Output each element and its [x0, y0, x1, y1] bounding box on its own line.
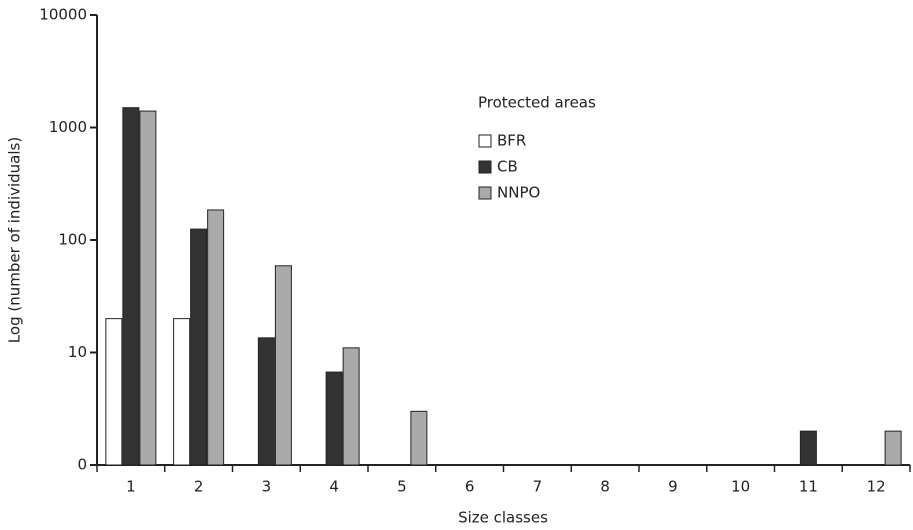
x-tick-label: 7	[533, 478, 543, 496]
y-tick-label: 10000	[39, 6, 87, 24]
bar	[257, 337, 275, 466]
bar	[105, 318, 123, 466]
legend-swatch	[478, 160, 492, 174]
y-tick-label: 10	[68, 343, 87, 361]
y-tick-label: 0	[77, 456, 87, 474]
legend-swatch	[478, 186, 492, 200]
y-tick-label: 100	[58, 231, 87, 249]
legend-title: Protected areas	[478, 94, 596, 112]
bar	[274, 265, 292, 466]
bar	[884, 430, 902, 466]
legend-label: BFR	[497, 132, 526, 150]
x-tick-label: 12	[867, 478, 886, 496]
x-tick-label: 8	[600, 478, 610, 496]
bar	[190, 228, 208, 466]
x-tick-label: 11	[799, 478, 818, 496]
bar	[173, 318, 191, 466]
x-tick-label: 5	[397, 478, 407, 496]
bar	[799, 430, 817, 466]
x-tick-label: 2	[194, 478, 204, 496]
x-tick-label: 10	[731, 478, 750, 496]
legend-swatch	[478, 134, 492, 148]
bar	[207, 209, 225, 466]
bar	[410, 410, 428, 466]
x-tick-label: 1	[126, 478, 136, 496]
bar	[342, 347, 360, 466]
legend-label: CB	[497, 158, 518, 176]
x-axis-label: Size classes	[458, 509, 548, 527]
bar	[122, 107, 140, 466]
bar	[325, 371, 343, 466]
x-tick-label: 3	[262, 478, 272, 496]
x-tick-label: 9	[668, 478, 678, 496]
x-tick-label: 4	[329, 478, 339, 496]
x-tick-label: 6	[465, 478, 475, 496]
legend-label: NNPO	[497, 184, 540, 202]
y-axis-label: Log (number of individuals)	[6, 137, 24, 343]
y-tick-label: 1000	[49, 118, 87, 136]
bar	[139, 110, 157, 466]
